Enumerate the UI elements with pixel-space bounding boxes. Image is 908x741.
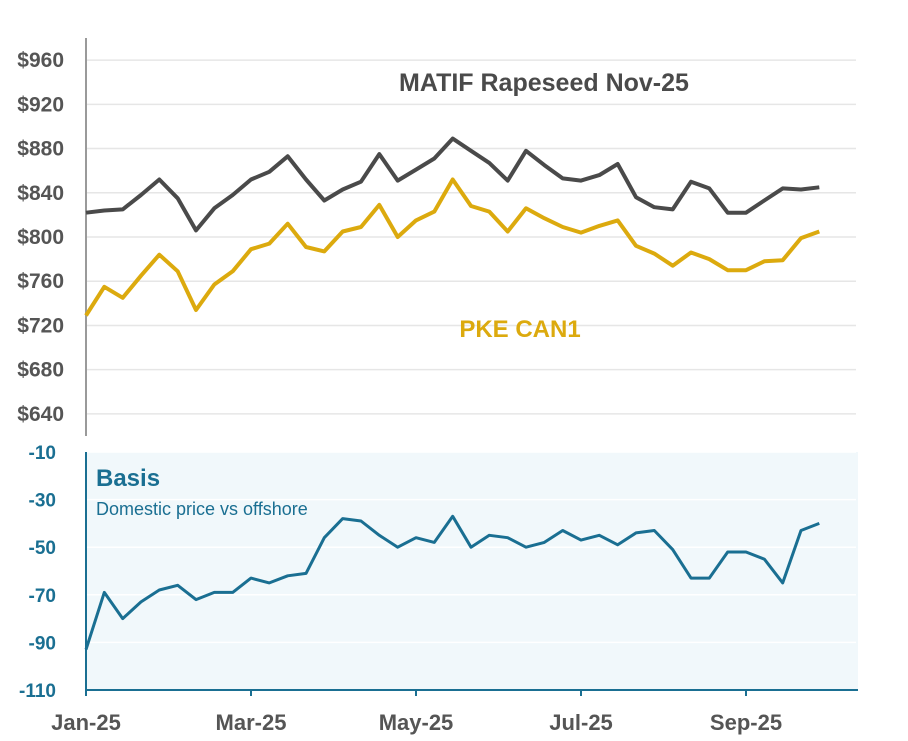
basis-panel-subtitle: Domestic price vs offshore xyxy=(96,499,308,519)
basis-y-tick-label: -110 xyxy=(19,681,56,702)
x-tick-label: Jul-25 xyxy=(549,710,613,735)
price-y-tick-label: $680 xyxy=(17,359,64,382)
x-tick-labels: Jan-25 Mar-25 May-25 Jul-25 Sep-25 xyxy=(51,690,782,735)
price-y-tick-label: $920 xyxy=(17,93,64,116)
basis-y-tick-label: -70 xyxy=(29,586,56,607)
x-tick-label: Sep-25 xyxy=(710,710,782,735)
price-y-tick-label: $800 xyxy=(17,226,64,249)
price-y-tick-label: $760 xyxy=(17,270,64,293)
basis-y-tick-label: -50 xyxy=(29,538,56,559)
price-y-tick-label: $640 xyxy=(17,403,64,426)
basis-y-tick-label: -10 xyxy=(29,443,56,464)
basis-y-tick-labels: -110 -90 -70 -50 -30 -10 xyxy=(19,443,56,702)
price-y-tick-label: $880 xyxy=(17,138,64,161)
matif-series-label: MATIF Rapeseed Nov-25 xyxy=(399,69,689,97)
matif-rapeseed-line xyxy=(85,136,820,233)
basis-panel-title: Basis xyxy=(96,465,160,492)
price-y-tick-label: $840 xyxy=(17,182,64,205)
pke-can1-line xyxy=(84,177,820,317)
basis-y-tick-label: -30 xyxy=(29,491,56,512)
x-tick-label: Mar-25 xyxy=(216,710,287,735)
price-y-tick-label: $960 xyxy=(17,49,64,72)
x-tick-label: Jan-25 xyxy=(51,710,121,735)
price-gridlines xyxy=(86,59,856,415)
basis-panel-background xyxy=(86,452,858,690)
basis-line xyxy=(84,514,820,650)
x-tick-label: May-25 xyxy=(379,710,454,735)
price-y-tick-label: $720 xyxy=(17,314,64,337)
basis-y-tick-label: -90 xyxy=(29,633,56,654)
price-y-tick-labels: $640 $680 $720 $760 $800 $840 $880 $920 $960 xyxy=(17,49,64,426)
pke-series-label: PKE CAN1 xyxy=(459,316,580,343)
